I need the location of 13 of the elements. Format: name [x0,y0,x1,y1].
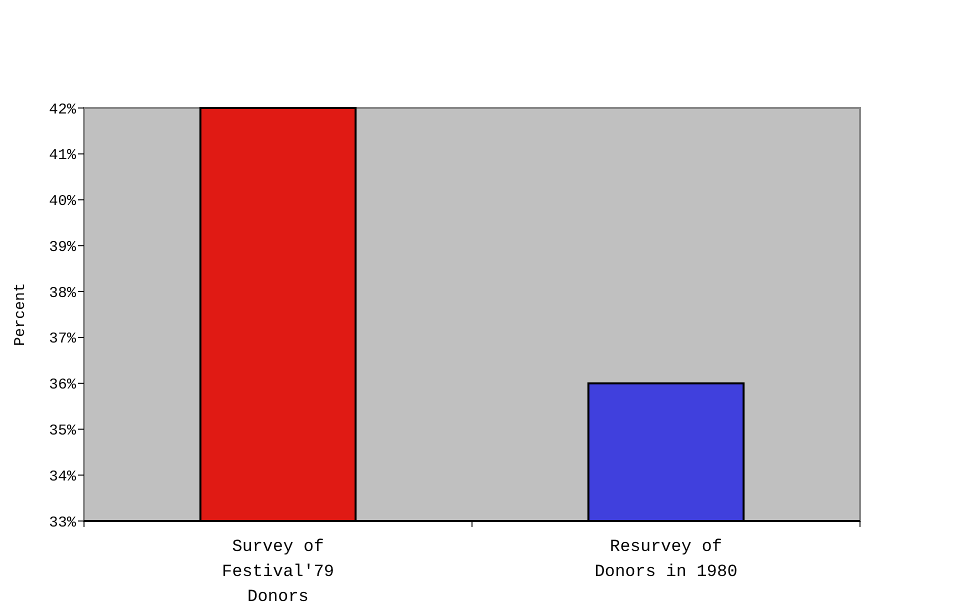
x-tick-label: Survey of Festival'79 Donors [222,538,334,606]
y-tick-label: 41% [48,147,77,164]
y-tick-label: 36% [48,376,77,394]
y-tick-label: 35% [48,422,77,440]
y-tick-label: 39% [48,238,77,256]
x-tick-label: Resurvey of Donors in 1980 [594,538,738,582]
y-tick-label: 33% [48,514,77,532]
y-axis-title: Percent [12,282,29,346]
y-tick-label: 34% [48,468,77,486]
y-tick-label: 38% [48,284,77,302]
y-tick-label: 37% [48,330,77,348]
y-tick-label: 42% [48,101,77,118]
y-tick-label: 40% [48,193,77,210]
